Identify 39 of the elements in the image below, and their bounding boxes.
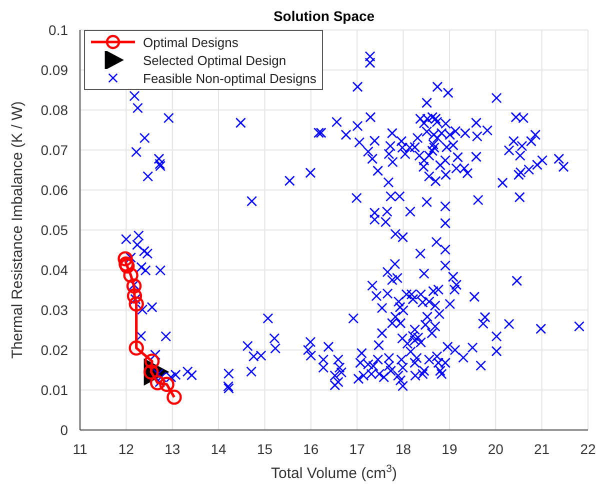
point xyxy=(123,268,138,283)
y-tick-label: 0.09 xyxy=(40,62,68,78)
x-tick-label: 11 xyxy=(72,440,88,457)
point xyxy=(144,354,160,369)
y-tick-label: 0.02 xyxy=(40,342,68,358)
point xyxy=(128,340,144,356)
x-tick-label: 15 xyxy=(256,440,273,457)
point xyxy=(150,375,166,390)
x-tick-label: 19 xyxy=(442,440,458,457)
y-tick-label: 0.08 xyxy=(40,102,68,118)
point xyxy=(166,390,182,405)
y-tick-label: 0.06 xyxy=(40,182,68,198)
y-tick-label: 0.04 xyxy=(40,262,68,278)
y-tick-label: 0.1 xyxy=(48,22,68,38)
point xyxy=(118,251,133,266)
y-tick-label: 0 xyxy=(60,422,68,438)
x-tick-label: 20 xyxy=(488,440,504,457)
x-tick-label: 22 xyxy=(580,440,596,457)
x-axis-title: Total Volume (cm$^{3}$) xyxy=(271,463,397,482)
x-tick-label: 13 xyxy=(164,440,180,457)
point xyxy=(126,278,142,294)
x-tick-label: 21 xyxy=(534,440,550,457)
y-tick-label: 0.03 xyxy=(40,302,68,318)
y-tick-label: 0.01 xyxy=(40,382,68,398)
x-tick-label: 18 xyxy=(395,440,412,457)
x-tick-label: 17 xyxy=(349,440,366,457)
y-tick-label: 0.05 xyxy=(40,222,68,238)
point xyxy=(128,296,144,312)
chart-title: Solution Space xyxy=(273,8,375,24)
x-tick-label: 14 xyxy=(210,440,227,457)
y-tick-label: 0.07 xyxy=(40,142,68,158)
point xyxy=(126,288,142,304)
x-tick-label: 16 xyxy=(303,440,319,457)
y-axis-title: Thermal Resistance Imbalance (K / W) xyxy=(9,101,26,359)
x-tick-label: 12 xyxy=(118,440,134,457)
legend-label: Optimal Designs xyxy=(143,34,238,50)
legend-label: Feasible Non-optimal Designs xyxy=(143,70,316,86)
point xyxy=(159,376,174,392)
legend-label: Selected Optimal Design xyxy=(143,52,286,68)
